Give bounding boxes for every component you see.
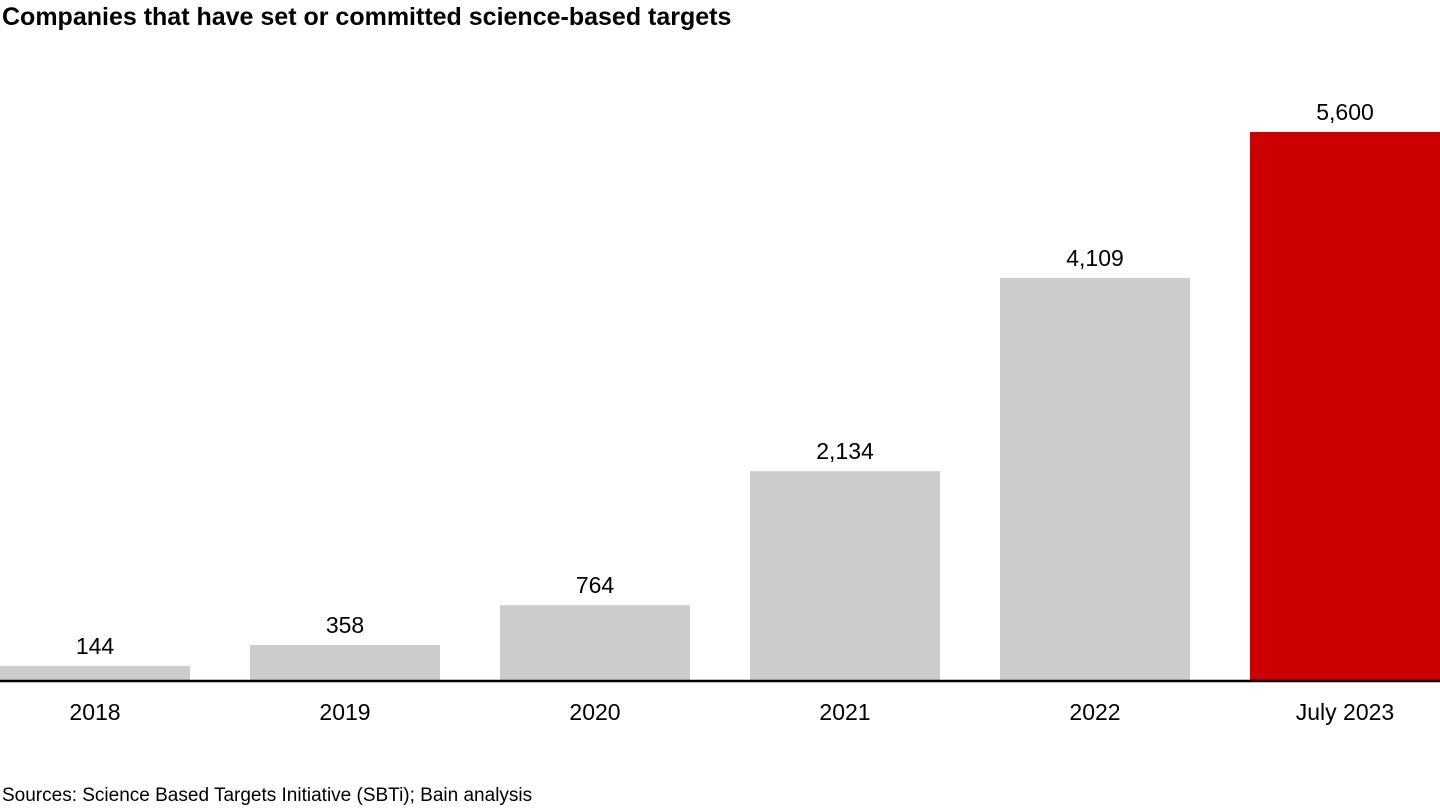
bar-2020 — [500, 605, 690, 680]
bar-2022 — [1000, 277, 1190, 680]
chart-title: Companies that have set or committed sci… — [2, 3, 732, 31]
value-label: 764 — [576, 572, 615, 598]
bar-july-2023 — [1250, 132, 1440, 680]
value-label: 5,600 — [1316, 99, 1374, 125]
x-axis-tick-labels: 2018 2019 2020 2021 2022 July 2023 — [69, 699, 1394, 725]
value-label: 4,109 — [1066, 245, 1124, 271]
value-label: 2,134 — [816, 438, 874, 464]
x-tick-label: 2020 — [569, 699, 620, 725]
value-label: 358 — [326, 612, 364, 638]
x-tick-label: 2019 — [319, 699, 370, 725]
value-labels-layer: 144 358 764 2,134 4,109 5,600 — [76, 99, 1374, 659]
x-tick-label: 2022 — [1069, 699, 1120, 725]
bar-2018 — [0, 665, 190, 680]
bars-layer — [0, 132, 1440, 680]
x-tick-label: 2021 — [819, 699, 870, 725]
x-tick-label: July 2023 — [1296, 699, 1394, 725]
bar-2021 — [750, 471, 940, 680]
source-note: Sources: Science Based Targets Initiativ… — [2, 785, 533, 806]
value-label: 144 — [76, 633, 115, 659]
x-tick-label: 2018 — [69, 699, 120, 725]
bar-chart: 144 358 764 2,134 4,109 5,600 2018 2019 2020 202… — [0, 99, 1440, 725]
bar-2019 — [250, 644, 440, 680]
